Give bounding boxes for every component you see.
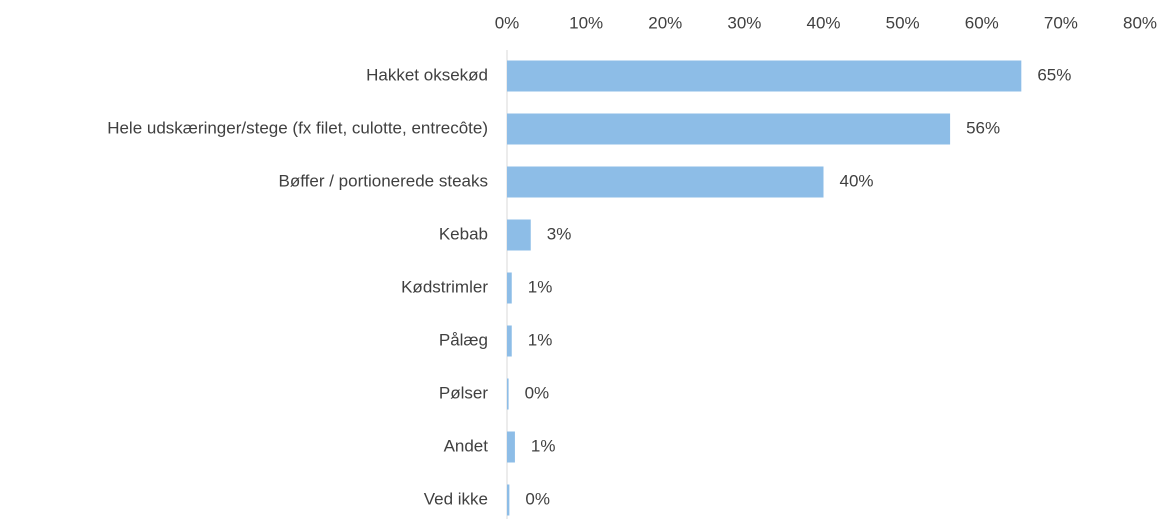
bar — [507, 60, 1022, 92]
value-label: 3% — [547, 224, 572, 243]
y-tick-label: Kødstrimler — [401, 277, 488, 296]
y-tick-label: Bøffer / portionerede steaks — [279, 171, 488, 190]
y-tick-label: Pølser — [439, 383, 488, 402]
value-label: 1% — [528, 330, 553, 349]
y-tick-label: Kebab — [439, 224, 488, 243]
bar — [507, 378, 509, 410]
value-label: 1% — [528, 277, 553, 296]
x-tick-label: 80% — [1123, 13, 1157, 32]
bar — [507, 325, 512, 357]
value-label: 0% — [525, 383, 550, 402]
x-tick-label: 10% — [569, 13, 603, 32]
bar — [507, 272, 512, 304]
y-tick-label: Ved ikke — [424, 489, 488, 508]
value-label: 1% — [531, 436, 556, 455]
x-tick-label: 60% — [965, 13, 999, 32]
value-label: 56% — [966, 118, 1000, 137]
value-label: 0% — [525, 489, 550, 508]
y-tick-label: Pålæg — [439, 330, 488, 349]
bar — [507, 113, 951, 145]
x-tick-label: 20% — [648, 13, 682, 32]
value-label: 65% — [1037, 65, 1071, 84]
x-tick-label: 0% — [495, 13, 520, 32]
value-label: 40% — [840, 171, 874, 190]
bar — [507, 484, 510, 516]
y-tick-label: Hele udskæringer/stege (fx filet, culott… — [107, 118, 488, 137]
y-tick-label: Hakket oksekød — [366, 65, 488, 84]
bar — [507, 431, 515, 463]
bar — [507, 166, 824, 198]
x-tick-label: 70% — [1044, 13, 1078, 32]
x-tick-label: 30% — [727, 13, 761, 32]
y-tick-label: Andet — [444, 436, 489, 455]
x-tick-label: 40% — [806, 13, 840, 32]
x-tick-label: 50% — [886, 13, 920, 32]
bar — [507, 219, 531, 251]
